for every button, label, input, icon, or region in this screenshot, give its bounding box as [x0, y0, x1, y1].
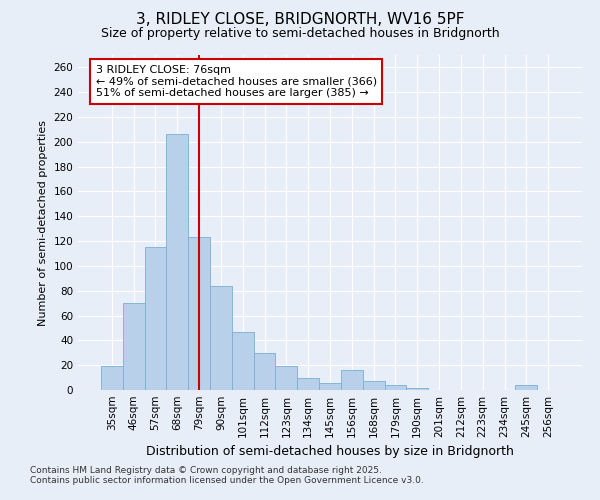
- Bar: [188, 238, 210, 390]
- X-axis label: Distribution of semi-detached houses by size in Bridgnorth: Distribution of semi-detached houses by …: [146, 446, 514, 458]
- Y-axis label: Number of semi-detached properties: Number of semi-detached properties: [38, 120, 48, 326]
- Text: Contains HM Land Registry data © Crown copyright and database right 2025.
Contai: Contains HM Land Registry data © Crown c…: [30, 466, 424, 485]
- Bar: [341, 370, 363, 390]
- Bar: [101, 366, 123, 390]
- Bar: [515, 385, 537, 390]
- Bar: [145, 248, 166, 390]
- Text: Size of property relative to semi-detached houses in Bridgnorth: Size of property relative to semi-detach…: [101, 28, 499, 40]
- Bar: [385, 385, 406, 390]
- Bar: [275, 366, 297, 390]
- Bar: [319, 382, 341, 390]
- Bar: [210, 286, 232, 390]
- Bar: [166, 134, 188, 390]
- Text: 3, RIDLEY CLOSE, BRIDGNORTH, WV16 5PF: 3, RIDLEY CLOSE, BRIDGNORTH, WV16 5PF: [136, 12, 464, 28]
- Bar: [363, 382, 385, 390]
- Bar: [123, 303, 145, 390]
- Text: 3 RIDLEY CLOSE: 76sqm
← 49% of semi-detached houses are smaller (366)
51% of sem: 3 RIDLEY CLOSE: 76sqm ← 49% of semi-deta…: [95, 65, 377, 98]
- Bar: [406, 388, 428, 390]
- Bar: [254, 353, 275, 390]
- Bar: [297, 378, 319, 390]
- Bar: [232, 332, 254, 390]
